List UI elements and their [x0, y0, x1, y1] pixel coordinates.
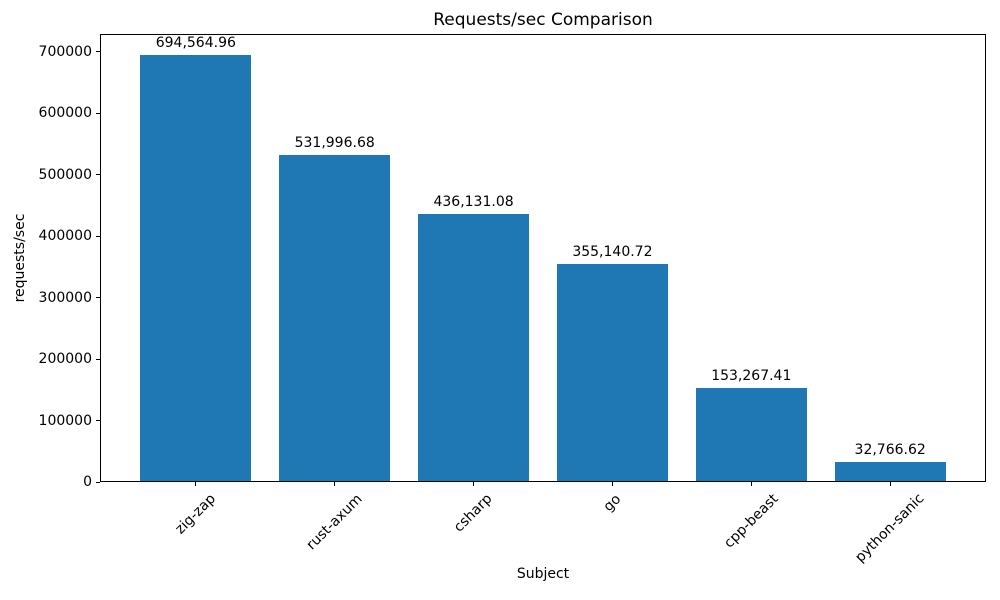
y-tick-mark — [96, 235, 100, 237]
y-tick-label: 700000 — [38, 43, 92, 60]
x-tick-label: rust-axum — [303, 491, 366, 554]
y-tick-mark — [96, 420, 100, 422]
y-tick-label: 600000 — [38, 105, 92, 122]
bar-value-label: 436,131.08 — [433, 194, 514, 211]
x-tick-mark — [611, 482, 613, 486]
x-axis-label: Subject — [516, 566, 570, 582]
y-tick-mark — [96, 297, 100, 299]
x-tick-label: csharp — [450, 490, 496, 536]
y-axis-label: requests/sec — [12, 213, 28, 303]
bar — [556, 263, 668, 481]
bar-value-label: 531,996.68 — [294, 135, 375, 152]
bar-value-label: 153,267.41 — [711, 367, 792, 384]
x-tick-label: go — [600, 490, 625, 515]
x-tick-mark — [195, 482, 197, 486]
y-tick-mark — [96, 358, 100, 360]
y-tick-label: 300000 — [38, 289, 92, 306]
bar-value-label: 694,564.96 — [155, 35, 236, 52]
y-tick-label: 0 — [83, 474, 92, 490]
y-tick-mark — [96, 51, 100, 53]
bar — [418, 214, 530, 481]
bar — [279, 155, 391, 481]
x-tick-label: zig-zap — [172, 490, 219, 538]
bar-value-label: 32,766.62 — [854, 441, 926, 458]
y-tick-label: 100000 — [38, 412, 92, 429]
y-tick-mark — [96, 481, 100, 483]
x-tick-mark — [334, 482, 336, 486]
x-tick-label: cpp-beast — [720, 490, 782, 552]
x-tick-mark — [750, 482, 752, 486]
bar — [834, 461, 946, 481]
x-tick-mark — [473, 482, 475, 486]
y-tick-label: 500000 — [38, 166, 92, 183]
y-tick-mark — [96, 112, 100, 114]
bar — [695, 387, 807, 481]
x-tick-label: python-sanic — [852, 490, 928, 567]
chart-title: Requests/sec Comparison — [433, 10, 653, 30]
y-tick-label: 400000 — [38, 228, 92, 245]
y-tick-label: 200000 — [38, 351, 92, 368]
x-tick-mark — [889, 482, 891, 486]
y-tick-mark — [96, 174, 100, 176]
bar — [140, 55, 252, 481]
bar-value-label: 355,140.72 — [572, 243, 653, 260]
